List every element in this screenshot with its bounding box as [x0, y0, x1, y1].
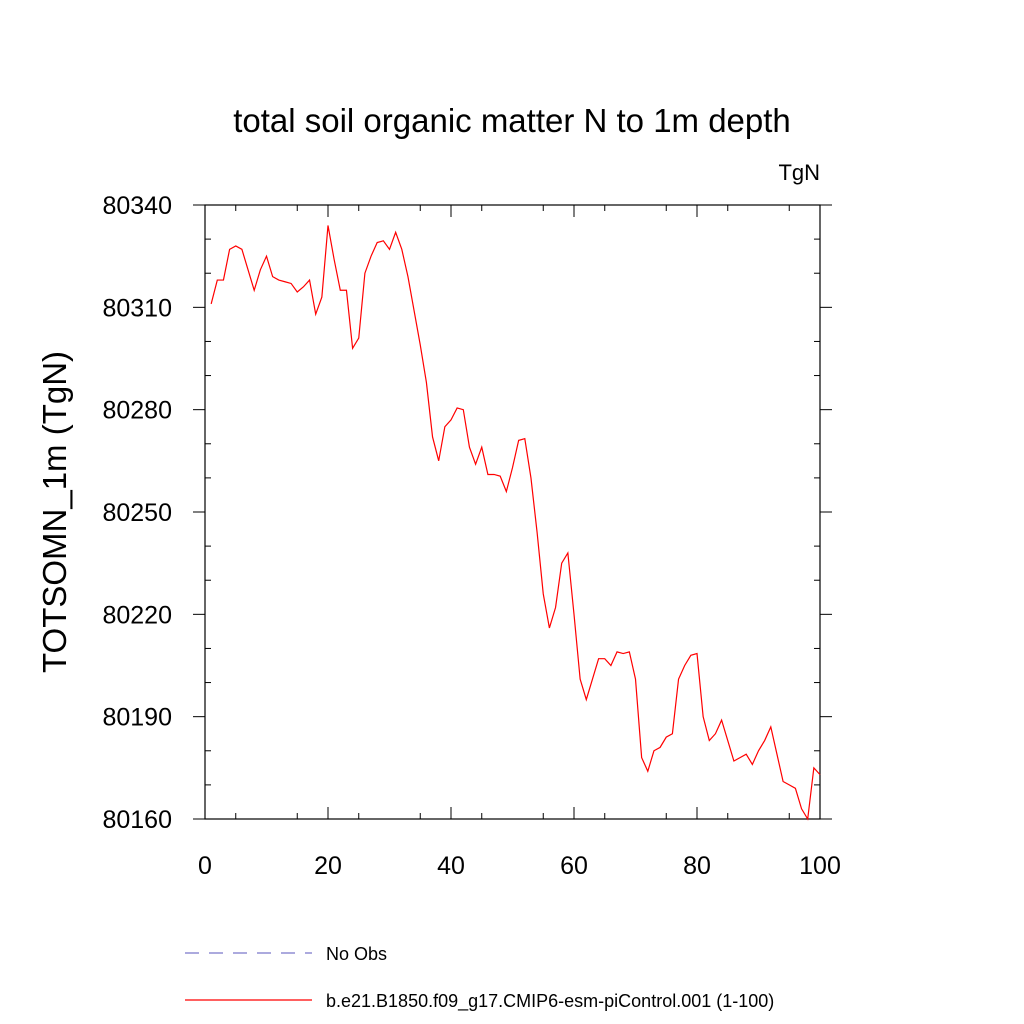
y-tick-label: 80310 [102, 294, 172, 322]
x-tick-label: 40 [437, 852, 465, 880]
y-tick-label: 80160 [102, 806, 172, 834]
legend-no-obs-label: No Obs [326, 944, 387, 964]
plot-frame [204, 204, 821, 820]
chart-title: total soil organic matter N to 1m depth [233, 102, 791, 139]
y-tick-label: 80250 [102, 499, 172, 527]
y-axis-label: TOTSOMN_1m (TgN) [36, 351, 73, 673]
x-tick-label: 60 [560, 852, 588, 880]
x-tick-label: 0 [198, 852, 212, 880]
x-tick-label: 100 [799, 852, 841, 880]
x-tick-label: 80 [683, 852, 711, 880]
legend-series-label: b.e21.B1850.f09_g17.CMIP6-esm-piControl.… [326, 991, 774, 1012]
x-tick-label: 20 [314, 852, 342, 880]
data-series-line [210, 225, 821, 821]
legend: No Obs b.e21.B1850.f09_g17.CMIP6-esm-piC… [185, 944, 774, 1012]
units-label: TgN [778, 160, 820, 185]
y-tick-label: 80280 [102, 397, 172, 425]
y-tick-label: 80220 [102, 601, 172, 629]
y-tick-label: 80190 [102, 704, 172, 732]
y-tick-label: 80340 [102, 192, 172, 220]
